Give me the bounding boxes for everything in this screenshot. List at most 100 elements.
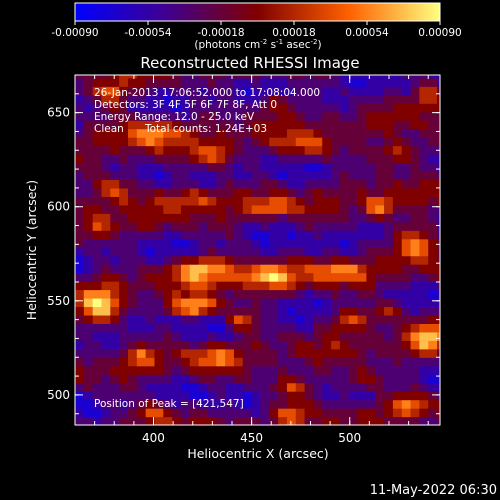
heatmap-cell — [278, 238, 288, 248]
heatmap-cell — [366, 289, 376, 299]
heatmap-cell — [260, 247, 270, 257]
heatmap-cell — [260, 120, 270, 130]
heatmap-cell — [180, 314, 191, 324]
heatmap-cell — [83, 408, 94, 418]
heatmap-cell — [145, 120, 156, 130]
heatmap-cell — [260, 238, 270, 248]
heatmap-cell — [242, 357, 253, 367]
heatmap-cell — [101, 204, 111, 214]
heatmap-cell — [375, 357, 385, 367]
heatmap-cell — [251, 221, 262, 231]
heatmap-cell — [410, 323, 420, 333]
heatmap-cell — [392, 416, 403, 425]
heatmap-cell — [198, 255, 209, 265]
heatmap-cell — [225, 357, 235, 367]
heatmap-cell — [348, 297, 359, 308]
heatmap-cell — [437, 77, 440, 87]
heatmap-cell — [304, 111, 315, 121]
heatmap-cell — [198, 86, 209, 96]
heatmap-cell — [357, 187, 368, 197]
heatmap-cell — [375, 255, 385, 265]
heatmap-cell — [180, 306, 191, 316]
heatmap-cell — [401, 357, 412, 367]
heatmap-cell — [127, 111, 138, 121]
heatmap-cell — [278, 374, 288, 384]
heatmap-cell — [322, 314, 332, 324]
heatmap-cell — [154, 408, 164, 418]
heatmap-cell — [428, 247, 438, 257]
heatmap-cell — [101, 382, 111, 392]
heatmap-cell — [198, 145, 209, 155]
heatmap-cell — [428, 187, 438, 197]
heatmap-cell — [216, 238, 226, 248]
heatmap-cell — [101, 399, 111, 409]
heatmap-cell — [92, 111, 103, 121]
heatmap-cell — [331, 331, 341, 341]
heatmap-cell — [207, 170, 217, 181]
heatmap-cell — [154, 399, 164, 409]
heatmap-cell — [189, 323, 200, 333]
heatmap-cell — [366, 196, 376, 206]
heatmap-cell — [357, 145, 368, 155]
annotation-time-range: 26-Jan-2013 17:06:52.000 to 17:08:04.000 — [94, 87, 320, 99]
heatmap-cell — [331, 221, 341, 231]
heatmap-cell — [339, 382, 350, 392]
heatmap-cell — [110, 264, 120, 274]
heatmap-cell — [437, 365, 440, 375]
heatmap-cell — [286, 408, 297, 418]
heatmap-cell — [233, 408, 244, 418]
heatmap-cell — [401, 382, 412, 392]
heatmap-cell — [331, 382, 341, 392]
heatmap-cell — [366, 323, 376, 333]
heatmap-cell — [331, 196, 341, 206]
heatmap-cell — [331, 187, 341, 197]
heatmap-cell — [322, 86, 332, 96]
heatmap-cell — [119, 247, 129, 257]
heatmap-cell — [437, 162, 440, 172]
heatmap-cell — [348, 221, 359, 231]
heatmap-cell — [419, 255, 429, 265]
heatmap-cell — [339, 170, 350, 181]
heatmap-cell — [154, 255, 164, 265]
heatmap-cell — [242, 331, 253, 341]
heatmap-cell — [260, 408, 270, 418]
heatmap-cell — [375, 323, 385, 333]
heatmap-cell — [392, 179, 403, 189]
heatmap-cell — [75, 187, 85, 197]
heatmap-cell — [216, 391, 226, 401]
heatmap-cell — [331, 323, 341, 333]
heatmap-cell — [357, 374, 368, 384]
heatmap-cell — [225, 128, 235, 138]
heatmap-cell — [75, 382, 85, 392]
heatmap-cell — [331, 145, 341, 155]
heatmap-cell — [216, 204, 226, 214]
heatmap-cell — [83, 382, 94, 392]
heatmap-cell — [437, 204, 440, 214]
heatmap-cell — [366, 120, 376, 130]
heatmap-cell — [313, 221, 323, 231]
heatmap-cell — [286, 374, 297, 384]
heatmap-cell — [233, 399, 244, 409]
heatmap-cell — [154, 323, 164, 333]
heatmap-cell — [392, 348, 403, 358]
heatmap-cell — [322, 382, 332, 392]
heatmap-cell — [225, 111, 235, 121]
heatmap-cell — [260, 331, 270, 341]
heatmap-cell — [110, 247, 120, 257]
heatmap-cell — [401, 247, 412, 257]
heatmap-cell — [419, 264, 429, 274]
heatmap-cell — [127, 238, 138, 248]
heatmap-cell — [233, 382, 244, 392]
heatmap-cell — [410, 170, 420, 181]
heatmap-cell — [286, 289, 297, 299]
heatmap-cell — [304, 162, 315, 172]
heatmap-cell — [286, 111, 297, 121]
heatmap-cell — [189, 314, 200, 324]
heatmap-cell — [145, 340, 156, 350]
heatmap-cell — [428, 365, 438, 375]
heatmap-cell — [172, 348, 182, 358]
heatmap-cell — [145, 238, 156, 248]
heatmap-cell — [225, 103, 235, 113]
heatmap-cell — [269, 247, 279, 257]
heatmap-cell — [384, 272, 394, 282]
